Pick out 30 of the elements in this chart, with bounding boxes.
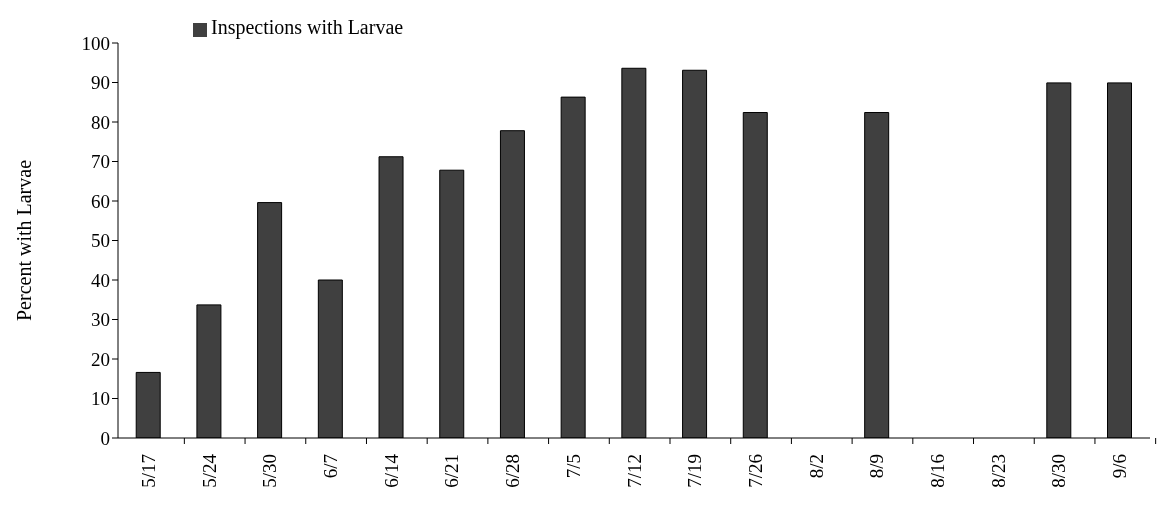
x-tick-label: 8/16 — [927, 454, 949, 488]
y-tick-label: 70 — [91, 151, 110, 173]
y-tick-label: 40 — [91, 269, 110, 291]
x-tick-label: 8/30 — [1048, 454, 1070, 488]
legend-label: Inspections with Larvae — [211, 16, 404, 38]
y-tick-label: 60 — [91, 190, 110, 212]
y-tick-label: 90 — [91, 72, 110, 94]
x-tick-label: 8/9 — [866, 454, 888, 479]
x-tick-label: 5/17 — [137, 454, 159, 488]
x-tick-label: 7/12 — [623, 454, 645, 488]
y-tick-label: 100 — [81, 32, 110, 54]
y-tick-label: 20 — [91, 348, 110, 370]
x-tick-label: 9/6 — [1109, 454, 1131, 479]
x-tick-label: 7/19 — [684, 454, 706, 488]
x-tick-label: 5/24 — [198, 453, 220, 488]
x-tick-label: 7/5 — [562, 454, 584, 479]
x-tick-label: 6/14 — [380, 453, 402, 488]
y-tick-label: 30 — [91, 309, 110, 331]
y-axis-title: Percent with Larvae — [13, 159, 36, 322]
x-tick-label: 6/21 — [441, 454, 463, 488]
x-tick-label: 6/28 — [502, 454, 524, 488]
y-tick-label: 80 — [91, 111, 110, 133]
x-tick-label: 7/26 — [744, 454, 766, 488]
x-tick-label: 8/23 — [987, 454, 1009, 488]
y-tick-label: 0 — [100, 427, 110, 449]
x-tick-label: 8/2 — [805, 454, 827, 479]
x-tick-label: 5/30 — [259, 454, 281, 488]
y-tick-label: 50 — [91, 230, 110, 252]
y-tick-label: 10 — [91, 388, 110, 410]
x-tick-label: 6/7 — [319, 454, 341, 479]
